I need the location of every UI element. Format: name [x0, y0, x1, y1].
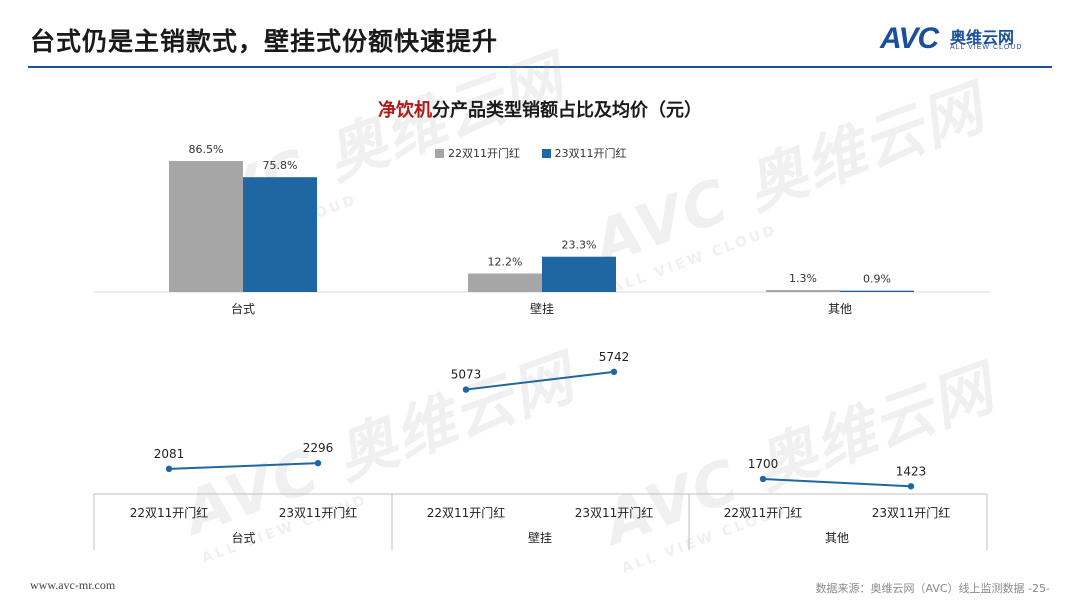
line-point — [462, 386, 470, 393]
line-x-label: 22双11开门红 — [427, 505, 506, 520]
page-title: 台式仍是主销款式，壁挂式份额快速提升 — [30, 27, 499, 56]
chart-title-highlight: 净饮机 — [378, 100, 432, 121]
bar-data-label: 1.3% — [789, 272, 817, 285]
bar-data-label: 0.9% — [863, 273, 891, 286]
line-point — [165, 465, 173, 473]
bar — [243, 177, 317, 292]
line-data-label: 2081 — [154, 447, 185, 461]
legend-label-23: 23双11开门红 — [554, 147, 627, 160]
line-x-label: 22双11开门红 — [130, 505, 209, 520]
line-data-label: 5742 — [599, 350, 630, 364]
footer-source: 数据来源：奥维云网（AVC）线上监测数据 -25- — [815, 582, 1050, 595]
header-divider — [28, 66, 1052, 68]
bar — [840, 290, 914, 292]
chart-legend: 22双11开门红 23双11开门红 — [435, 145, 645, 161]
bar-data-label: 86.5% — [189, 143, 224, 156]
legend-item-22: 22双11开门红 — [435, 145, 520, 161]
legend-swatch-22 — [435, 149, 444, 158]
chart-title: 净饮机分产品类型销额占比及均价（元） — [0, 96, 1080, 122]
line-point — [314, 459, 322, 467]
bar-category-label: 壁挂 — [530, 301, 554, 316]
legend-label-22: 22双11开门红 — [448, 147, 520, 160]
line-x-label: 22双11开门红 — [724, 505, 803, 520]
bar-data-label: 23.3% — [562, 239, 597, 252]
bar — [468, 273, 542, 292]
bar — [169, 161, 243, 292]
line-series — [465, 370, 615, 391]
avc-logo: AVC 奥维云网 ALL VIEW CLOUD — [880, 22, 1050, 62]
chart-title-text: 分产品类型销额占比及均价（元） — [432, 100, 702, 121]
line-point — [907, 483, 915, 490]
line-x-label: 23双11开门红 — [279, 505, 358, 520]
bar-data-label: 12.2% — [488, 256, 523, 269]
bar — [766, 290, 840, 292]
bar — [542, 256, 616, 292]
footer-website: www.avc-mr.com — [30, 578, 116, 592]
logo-english: ALL VIEW CLOUD — [950, 44, 1023, 51]
line-group-label: 壁挂 — [528, 530, 552, 545]
line-point — [759, 475, 767, 483]
legend-swatch-23 — [541, 149, 551, 158]
bar-category-label: 台式 — [231, 301, 255, 316]
line-x-label: 23双11开门红 — [575, 505, 654, 520]
line-data-label: 1700 — [748, 457, 779, 471]
line-group-label: 其他 — [825, 531, 849, 545]
line-point — [610, 368, 618, 376]
logo-text: AVC — [880, 22, 939, 55]
logo-chinese: 奥维云网 — [950, 28, 1015, 47]
line-data-label: 5073 — [451, 368, 482, 382]
bar-data-label: 75.8% — [263, 159, 298, 172]
line-data-label: 2296 — [303, 441, 334, 455]
line-x-label: 23双11开门红 — [872, 505, 951, 520]
bar-category-label: 其他 — [828, 302, 852, 316]
line-series — [762, 477, 912, 488]
line-data-label: 1423 — [896, 464, 927, 478]
line-group-label: 台式 — [231, 530, 255, 545]
legend-item-23: 23双11开门红 — [541, 145, 627, 161]
line-series — [168, 462, 319, 470]
